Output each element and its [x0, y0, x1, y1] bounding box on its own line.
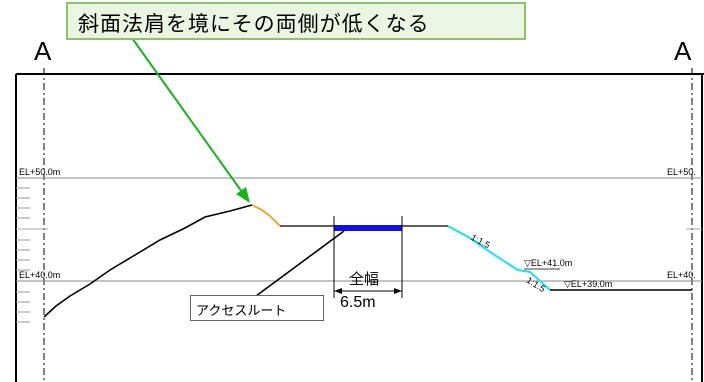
- section-mark-left: A: [34, 36, 52, 66]
- elevation-label-40-right: EL+40.: [667, 270, 696, 280]
- elevation-label-40-left: EL+40.0m: [19, 270, 61, 280]
- level-mark-39: ▽EL+39.0m: [564, 279, 613, 289]
- callout-text: 斜面法肩を境にその両側が低くなる: [78, 12, 430, 36]
- road-surface: [334, 225, 402, 231]
- width-arrow-right: [394, 288, 402, 294]
- access-route-label: アクセスルート: [196, 304, 287, 319]
- callout-box: 斜面法肩を境にその両側が低くなる: [66, 2, 526, 40]
- left-slope: [251, 204, 281, 227]
- ground-profile-left: [43, 204, 253, 318]
- elevation-label-50-right: EL+50.: [667, 167, 696, 177]
- elevation-label-50-left: EL+50.0m: [19, 167, 61, 177]
- access-route-label-box: アクセスルート: [190, 295, 324, 321]
- left-scale-ticks: [16, 187, 30, 323]
- width-arrow-left: [334, 288, 342, 294]
- section-mark-right: A: [674, 36, 692, 66]
- road-width-value: 6.5m: [340, 294, 376, 311]
- road-width-title: 全幅: [349, 270, 380, 288]
- right-slope: [447, 225, 551, 291]
- level-mark-41: ▽EL+41.0m: [524, 258, 573, 268]
- access-route-leader: [255, 230, 345, 297]
- callout-arrowhead: [236, 187, 250, 203]
- callout-arrow-line: [131, 37, 243, 193]
